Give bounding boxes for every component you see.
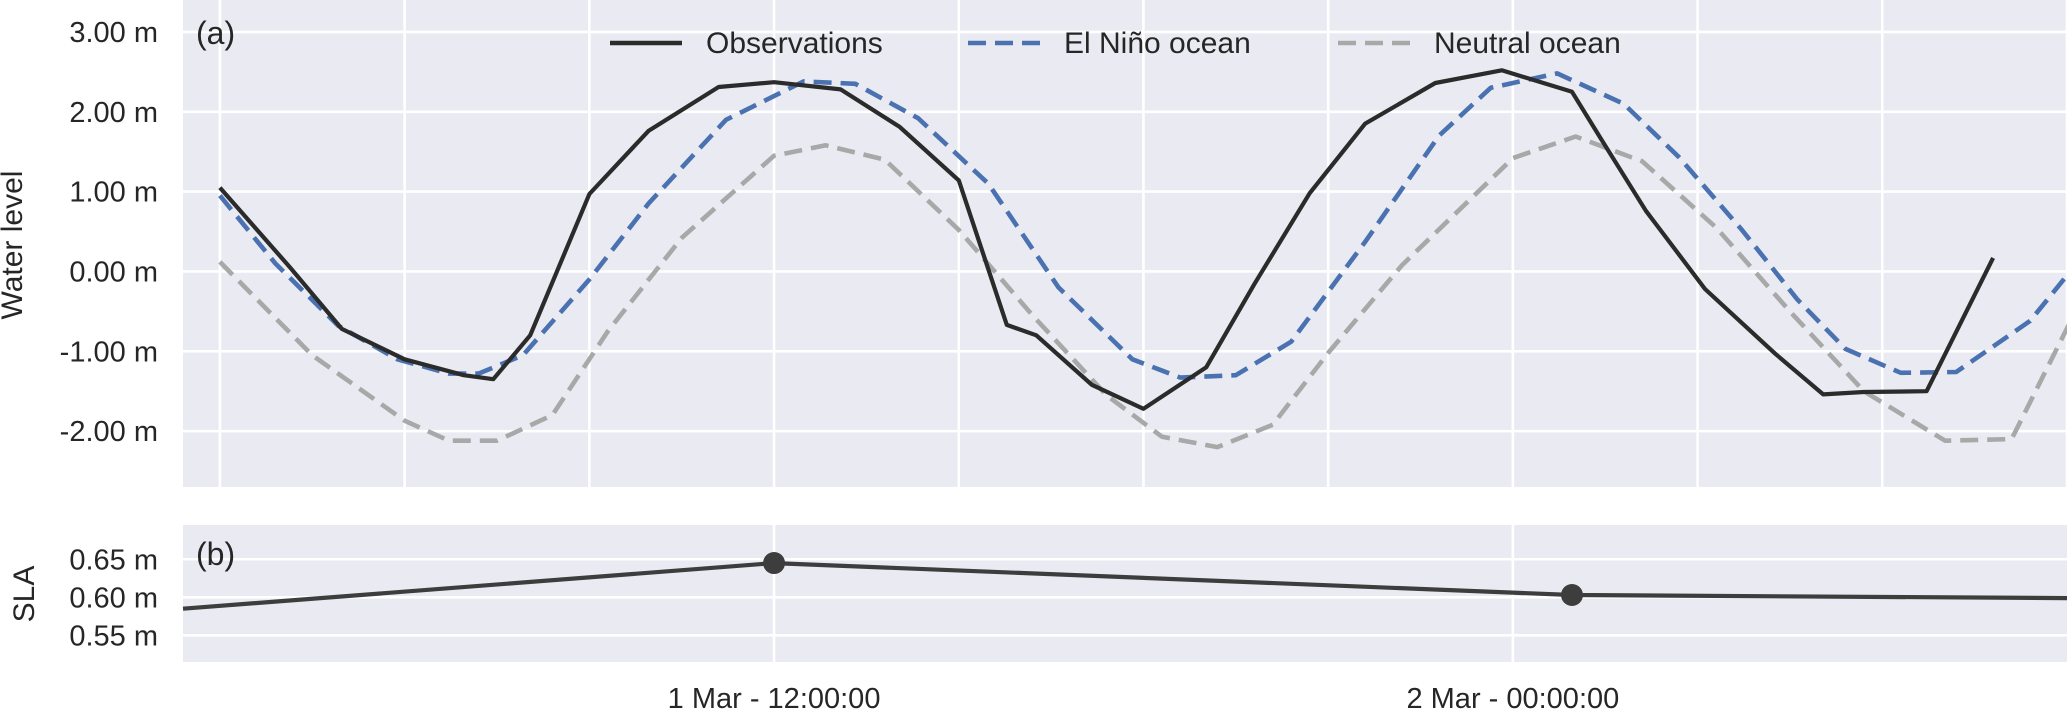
panel-a-ytick-label: 2.00 m (69, 97, 158, 129)
panel-a-series (218, 68, 2067, 450)
x-tick-labels: 1 Mar - 12:00:00 2 Mar - 00:00:00 (668, 683, 1620, 715)
panel-b-ytick-label: 0.60 m (69, 582, 158, 614)
panel-b-sla: 0.55 m 0.60 m 0.65 m SLA (b) 1 Mar - 12:00… (8, 525, 2067, 715)
legend-entry: Neutral ocean (1434, 27, 1621, 60)
sla-marker (763, 552, 786, 575)
series-line-neutral-ocean (218, 134, 2067, 450)
panel-a-ytick-label: -2.00 m (60, 416, 158, 448)
legend-entry: Observations (706, 27, 883, 60)
panel-a-ytick-label: 3.00 m (69, 17, 158, 49)
legend-entry: El Niño ocean (1064, 27, 1251, 60)
panel-a-y-ticks: -2.00 m -1.00 m 0.00 m 1.00 m 2.00 m 3.00 m (60, 17, 158, 448)
sla-marker (1560, 584, 1583, 607)
panel-a-grid (183, 0, 2067, 487)
panel-b-background (183, 525, 2067, 662)
panel-a-ytick-label: 0.00 m (69, 256, 158, 288)
series-line-el-ni-o-ocean (218, 71, 2067, 380)
panel-a-water-level: -2.00 m -1.00 m 0.00 m 1.00 m 2.00 m 3.00 m W… (0, 0, 2067, 487)
series-line-observations (218, 68, 1995, 411)
legend: Observations El Niño ocean Neutral ocean (610, 27, 1621, 60)
panel-a-background (183, 0, 2067, 487)
x-tick-label: 2 Mar - 00:00:00 (1406, 683, 1619, 712)
panel-b-series (182, 552, 2067, 611)
panel-b-ytick-label: 0.65 m (69, 544, 158, 576)
panel-a-label: (a) (196, 15, 235, 51)
panel-a-ylabel: Water level (0, 171, 29, 320)
panel-a-ytick-label: 1.00 m (69, 177, 158, 209)
sla-line (182, 560, 2067, 611)
panel-a-ytick-label: -1.00 m (60, 336, 158, 368)
panel-b-ytick-label: 0.55 m (69, 620, 158, 652)
panel-b-ylabel: SLA (8, 566, 41, 623)
panel-b-y-ticks: 0.55 m 0.60 m 0.65 m (69, 544, 158, 652)
x-tick-label: 1 Mar - 12:00:00 (668, 683, 881, 712)
panel-b-label: (b) (196, 536, 235, 572)
